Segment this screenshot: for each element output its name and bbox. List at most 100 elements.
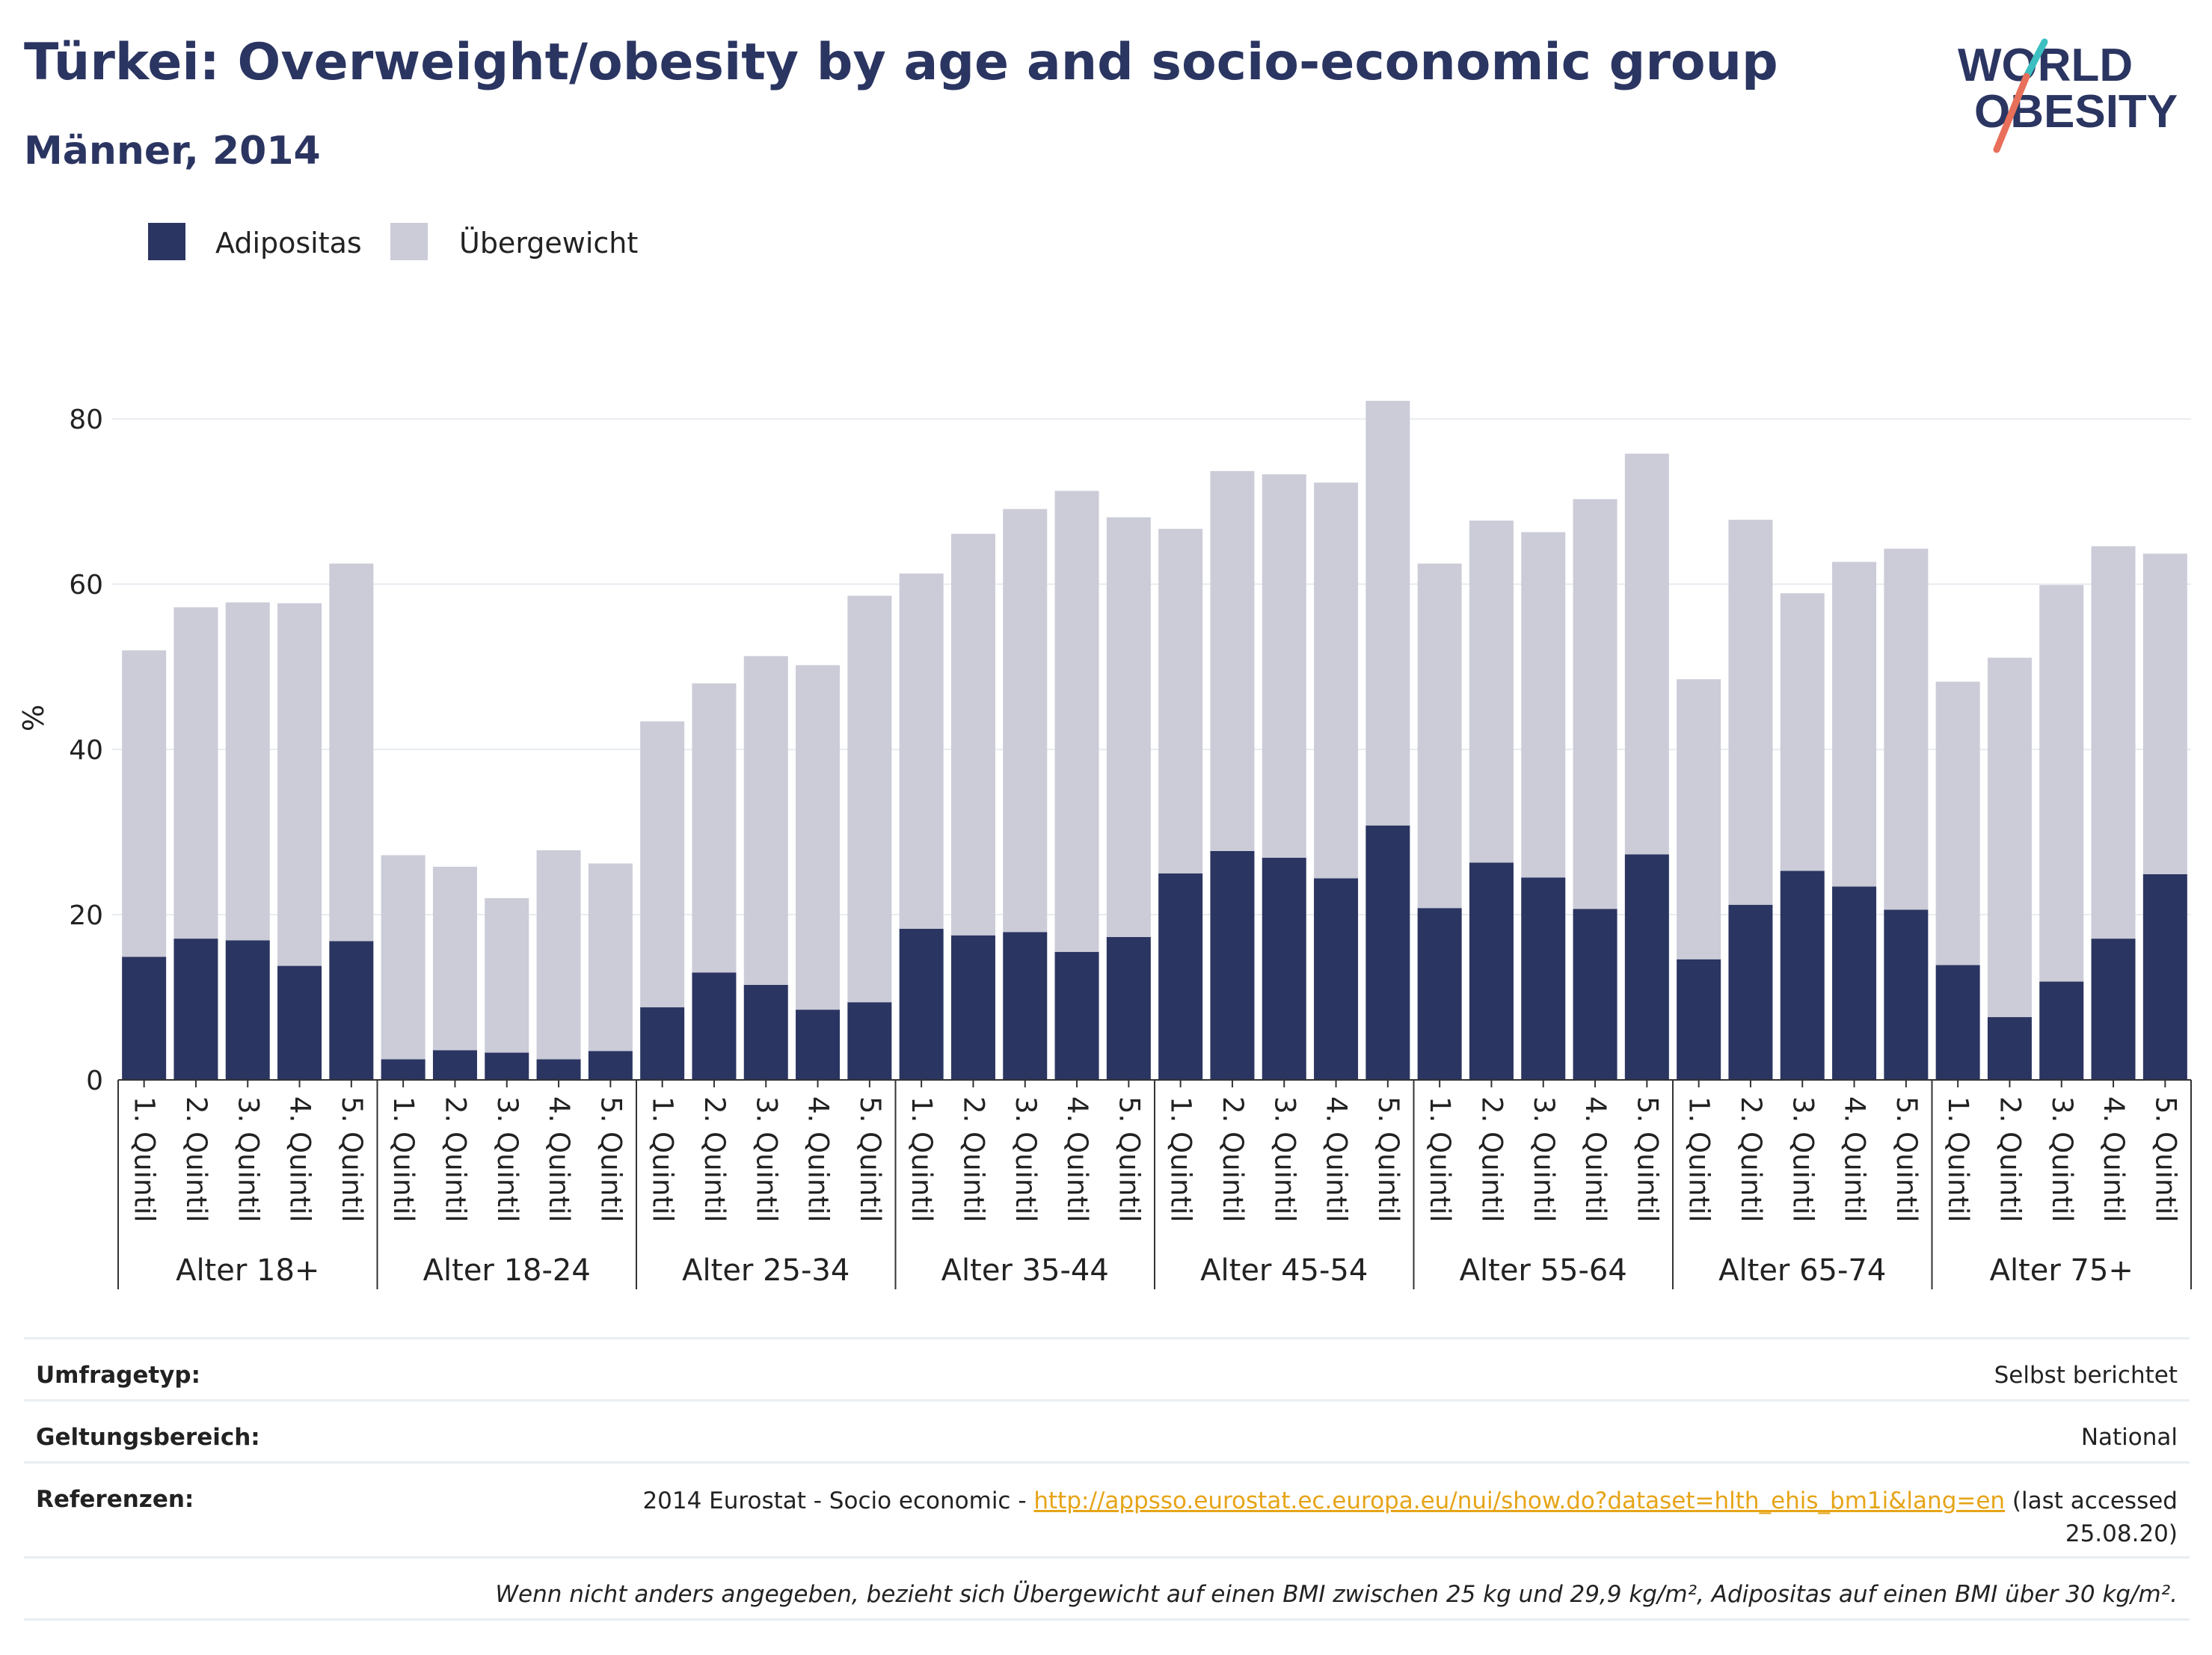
logo-slash-coral <box>1993 73 2030 153</box>
references-value: 2014 Eurostat - Socio economic - http://… <box>383 1484 2178 1550</box>
x-tick-label: 5. Quintil <box>1890 1096 1923 1222</box>
bar-adipositas <box>588 1051 633 1080</box>
bar-uebergewicht <box>225 602 270 941</box>
scope-row: Geltungsbereich: National <box>24 1399 2190 1461</box>
stacked-bar-chart: Adipositas Übergewicht 0 20 40 60 80 % 1. Qu… <box>17 223 2192 1289</box>
bar-uebergewicht <box>1469 521 1514 863</box>
bar-uebergewicht <box>1210 470 1255 851</box>
x-group-label: Alter 18-24 <box>423 1253 591 1288</box>
bar-uebergewicht <box>536 850 581 1060</box>
bar-adipositas <box>1210 850 1255 1080</box>
x-tick-label: 5. Quintil <box>595 1096 627 1222</box>
survey-type-row: Umfragetyp: Selbst berichtet <box>24 1337 2190 1399</box>
x-tick-label: 4. Quintil <box>802 1096 835 1222</box>
x-tick-label: 2. Quintil <box>1217 1096 1249 1222</box>
x-group-label: Alter 65-74 <box>1718 1253 1886 1288</box>
x-tick-label: 1. Quintil <box>1165 1096 1197 1222</box>
bar-uebergewicht <box>1987 657 2032 1018</box>
note-row: Wenn nicht anders angegeben, bezieht sic… <box>24 1556 2190 1621</box>
gridlines <box>112 418 2191 916</box>
bar-uebergewicht <box>173 607 218 939</box>
references-suffix: (last accessed <box>2005 1487 2178 1514</box>
x-tick-label: 3. Quintil <box>1787 1096 1819 1222</box>
bar-adipositas <box>1314 878 1359 1080</box>
y-axis: 0 20 40 60 80 <box>69 405 103 1096</box>
bar-adipositas <box>1624 854 1669 1080</box>
bar-uebergewicht <box>1417 563 1462 909</box>
bar-uebergewicht <box>1935 681 1980 965</box>
y-tick-label: 80 <box>69 405 103 435</box>
references-date: 25.08.20) <box>2065 1520 2178 1547</box>
x-tick-label: 2. Quintil <box>698 1096 731 1222</box>
bar-adipositas <box>899 928 944 1080</box>
bar-uebergewicht <box>1573 499 1617 909</box>
bar-uebergewicht <box>381 855 425 1060</box>
bar-adipositas <box>485 1052 529 1080</box>
bar-adipositas <box>1365 825 1410 1080</box>
x-tick-label: 3. Quintil <box>2046 1096 2078 1222</box>
bar-uebergewicht <box>1780 593 1825 871</box>
y-tick-label: 60 <box>69 570 103 601</box>
legend: Adipositas Übergewicht <box>148 223 638 260</box>
bar-uebergewicht <box>1624 453 1669 855</box>
bar-adipositas <box>796 1010 841 1080</box>
scope-label: Geltungsbereich: <box>36 1424 260 1451</box>
x-tick-label: 1. Quintil <box>906 1096 938 1222</box>
bar-adipositas <box>640 1007 685 1080</box>
references-prefix: 2014 Eurostat - Socio economic - <box>642 1487 1034 1514</box>
logo-line1: WORLD <box>1958 40 2133 91</box>
scope-value: National <box>2080 1424 2178 1451</box>
bar-uebergewicht <box>1365 400 1410 826</box>
bar-adipositas <box>1987 1017 2032 1080</box>
bar-uebergewicht <box>640 721 685 1007</box>
survey-type-label: Umfragetyp: <box>36 1362 200 1389</box>
bar-adipositas <box>536 1059 581 1080</box>
legend-label-adipositas: Adipositas <box>215 227 362 260</box>
bars <box>122 400 2187 1080</box>
bar-uebergewicht <box>796 665 841 1010</box>
bar-adipositas <box>743 984 788 1080</box>
x-group-label: Alter 18+ <box>176 1253 319 1288</box>
chart-subtitle: Männer, 2014 <box>24 129 321 174</box>
bar-adipositas <box>329 941 374 1080</box>
x-tick-label: 3. Quintil <box>1268 1096 1300 1222</box>
metadata-table: Umfragetyp: Selbst berichtet Geltungsber… <box>24 1337 2190 1621</box>
x-tick-label: 3. Quintil <box>750 1096 782 1222</box>
x-tick-label: 4. Quintil <box>543 1096 575 1222</box>
bar-uebergewicht <box>1054 491 1099 952</box>
x-tick-label: 4. Quintil <box>1061 1096 1093 1222</box>
x-tick-label: 1. Quintil <box>387 1096 420 1222</box>
bar-adipositas <box>277 965 322 1080</box>
bar-adipositas <box>173 939 218 1080</box>
x-tick-label: 2. Quintil <box>957 1096 989 1222</box>
bar-adipositas <box>1573 909 1617 1080</box>
x-tick-label: 2. Quintil <box>439 1096 471 1222</box>
x-tick-label: 2. Quintil <box>1735 1096 1767 1222</box>
bar-adipositas <box>225 940 270 1080</box>
references-link[interactable]: http://appsso.eurostat.ec.europa.eu/nui/… <box>1033 1487 2006 1514</box>
bar-uebergewicht <box>1158 529 1203 873</box>
bar-adipositas <box>1677 959 1721 1080</box>
bar-uebergewicht <box>122 650 167 957</box>
bar-adipositas <box>1158 873 1203 1080</box>
survey-type-value: Selbst berichtet <box>1994 1362 2178 1389</box>
bar-adipositas <box>1054 951 1099 1080</box>
bar-adipositas <box>122 957 167 1080</box>
y-tick-label: 20 <box>69 900 103 931</box>
bar-adipositas <box>1469 862 1514 1080</box>
bar-uebergewicht <box>277 603 322 966</box>
bar-adipositas <box>2142 873 2187 1080</box>
x-tick-label: 1. Quintil <box>129 1096 161 1222</box>
bar-adipositas <box>950 935 995 1080</box>
x-tick-label: 1. Quintil <box>1683 1096 1715 1222</box>
references-row: Referenzen: 2014 Eurostat - Socio econom… <box>24 1461 2190 1556</box>
bar-adipositas <box>1884 909 1929 1080</box>
x-tick-label: 1. Quintil <box>647 1096 679 1222</box>
x-group-label: Alter 55-64 <box>1460 1253 1627 1288</box>
bar-adipositas <box>2091 939 2136 1080</box>
bar-adipositas <box>381 1059 425 1080</box>
bar-uebergewicht <box>950 533 995 936</box>
definition-note: Wenn nicht anders angegeben, bezieht sic… <box>495 1581 2178 1608</box>
bar-adipositas <box>432 1050 477 1080</box>
bar-uebergewicht <box>2142 553 2187 874</box>
